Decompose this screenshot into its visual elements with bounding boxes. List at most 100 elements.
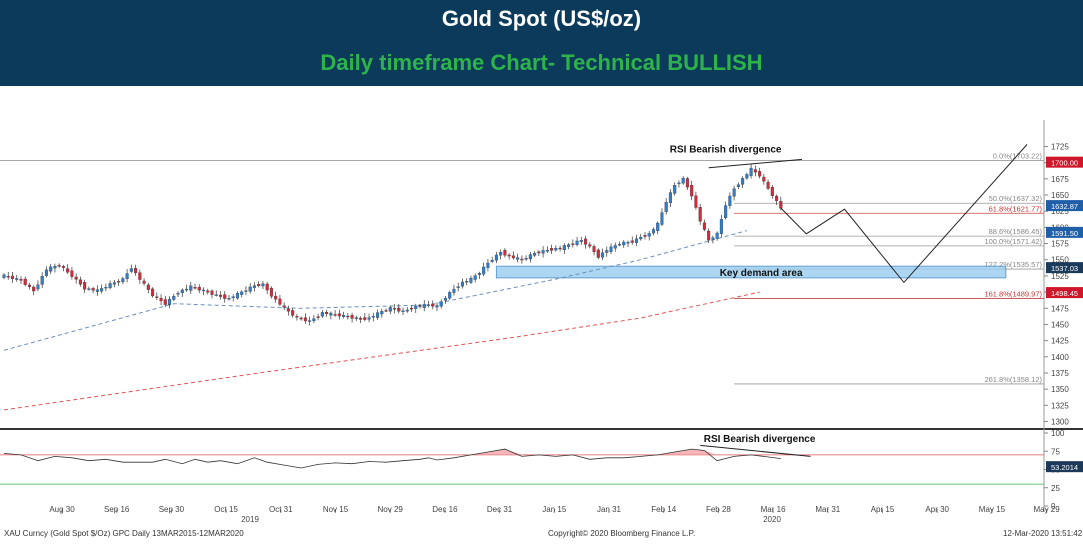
- rsi-value-tag: [1046, 461, 1083, 473]
- price-y-tick-label: 1475: [1051, 304, 1069, 313]
- candle-body: [269, 287, 273, 297]
- x-tick-label: Jan 31: [597, 505, 622, 514]
- candle-body: [388, 307, 392, 312]
- candle-body: [117, 281, 121, 283]
- candle-body: [397, 307, 401, 312]
- price-y-tick-label: 1350: [1051, 385, 1069, 394]
- candle-body: [320, 312, 324, 317]
- rsi-y-tick-label: 75: [1051, 447, 1060, 456]
- candle-body: [87, 288, 91, 290]
- candle-body: [265, 283, 269, 291]
- candle-body: [685, 178, 689, 188]
- rsi-line: [3, 448, 781, 469]
- price-y-tick-label: 1450: [1051, 320, 1069, 329]
- ma-red-line: [3, 291, 760, 411]
- candle-body: [711, 237, 715, 240]
- candle-body: [622, 241, 626, 246]
- candle-body: [104, 286, 108, 289]
- candle-body: [91, 288, 95, 291]
- price-tag: [1046, 156, 1083, 168]
- candle-body: [2, 274, 6, 278]
- candle-body: [151, 288, 155, 297]
- candle-body: [10, 275, 15, 279]
- price-y-tick-label: 1650: [1051, 191, 1069, 200]
- candle-body: [193, 287, 197, 289]
- candle-body: [639, 237, 643, 240]
- fib-level-label: 0.0%(1703.22): [993, 152, 1043, 161]
- candle-body: [214, 294, 218, 296]
- candle-body: [337, 313, 341, 317]
- candle-body: [732, 188, 736, 197]
- price-y-tick-label: 1625: [1051, 207, 1069, 216]
- candle-body: [125, 273, 129, 279]
- fib-level-label: 161.8%(1489.97): [984, 290, 1042, 299]
- candle-body: [753, 169, 757, 173]
- candle-body: [758, 171, 762, 177]
- candle-body: [74, 276, 78, 280]
- candle-body: [172, 296, 176, 300]
- candle-body: [274, 295, 278, 300]
- candle-body: [15, 278, 19, 280]
- candle-body: [23, 278, 27, 285]
- x-tick-label: Mar 31: [815, 505, 840, 514]
- candle-body: [554, 248, 558, 251]
- candle-body: [617, 244, 622, 246]
- candle-body: [452, 288, 456, 293]
- x-tick-label: Sep 30: [159, 505, 185, 514]
- candle-body: [719, 219, 723, 234]
- candle-body: [613, 245, 617, 249]
- candle-body: [728, 195, 732, 206]
- candle-body: [78, 279, 82, 285]
- candle-body: [528, 254, 532, 260]
- candle-body: [741, 178, 745, 185]
- price-tag-label: 1537.03: [1051, 264, 1078, 273]
- candle-body: [677, 182, 681, 185]
- x-tick-label: Dec 16: [432, 505, 458, 514]
- candle-body: [473, 275, 477, 280]
- price-tag: [1046, 226, 1083, 238]
- candle-body: [656, 222, 660, 231]
- candle-body: [57, 265, 61, 267]
- candle-body: [312, 318, 316, 322]
- price-tag: [1046, 200, 1083, 212]
- price-y-tick-label: 1300: [1051, 418, 1069, 427]
- candle-body: [393, 308, 397, 310]
- candle-body: [197, 286, 201, 291]
- candle-body: [558, 247, 562, 250]
- fib-level-label: 61.8%(1621.77): [989, 204, 1043, 213]
- candle-body: [371, 316, 375, 318]
- candle-body: [168, 299, 172, 305]
- candle-body: [257, 284, 261, 286]
- x-tick-label: Nov 29: [378, 505, 404, 514]
- candle-body: [180, 289, 184, 293]
- candle-body: [507, 254, 511, 257]
- x-tick-label: Aug 30: [49, 505, 75, 514]
- price-y-tick-label: 1550: [1051, 256, 1069, 265]
- candle-body: [367, 317, 371, 320]
- price-tag-label: 1498.45: [1051, 289, 1078, 298]
- page-subtitle: Daily timeframe Chart- Technical BULLISH: [320, 50, 763, 75]
- candle-body: [295, 316, 299, 318]
- candle-body: [146, 284, 150, 290]
- candle-body: [579, 240, 583, 242]
- rsi-y-tick-label: 100: [1051, 429, 1065, 438]
- candle-body: [401, 310, 405, 313]
- candle-body: [316, 316, 320, 318]
- year-label: 2020: [763, 515, 781, 524]
- footer-source: XAU Curncy (Gold Spot $/Oz) GPC Daily 13…: [4, 529, 244, 538]
- candle-body: [418, 305, 422, 307]
- candle-body: [333, 314, 337, 316]
- candle-body: [414, 305, 418, 309]
- candle-body: [244, 290, 248, 292]
- candle-body: [494, 254, 498, 261]
- candle-body: [575, 240, 579, 245]
- candle-body: [545, 250, 549, 252]
- candle-body: [66, 268, 70, 273]
- candle-body: [248, 286, 252, 292]
- price-tag-label: 1632.87: [1051, 202, 1078, 211]
- candle-body: [681, 178, 685, 184]
- candle-body: [588, 244, 592, 247]
- x-tick-label: Nov 15: [323, 505, 349, 514]
- fib-level-label: 88.6%(1586.45): [989, 227, 1043, 236]
